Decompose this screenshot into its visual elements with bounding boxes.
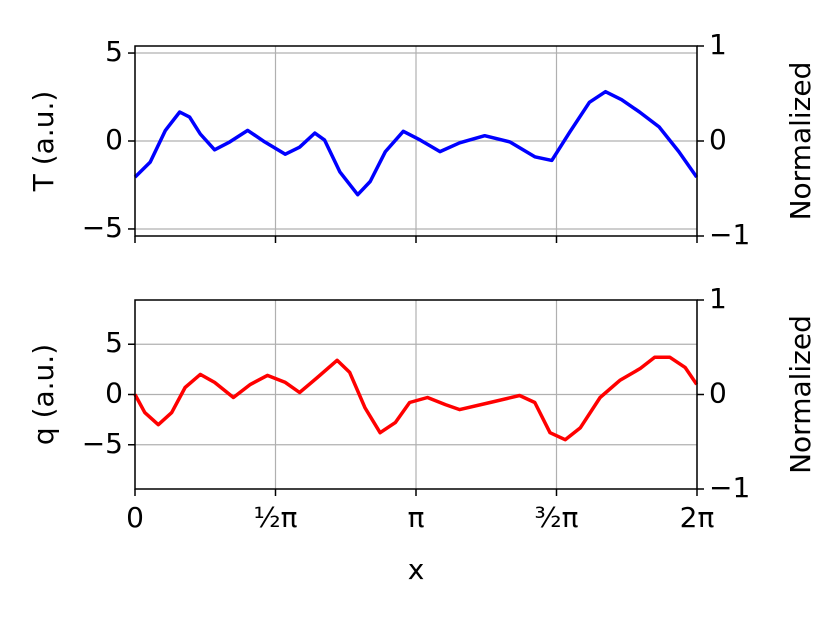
- data-line: [133, 89, 699, 197]
- data-line: [133, 355, 699, 442]
- x-tick-label: 2π: [680, 501, 715, 534]
- y-axis-label: T (a.u.): [27, 91, 60, 193]
- y-tick-label: 5: [105, 326, 123, 359]
- axes-frame: [134, 45, 698, 237]
- y-tick-label: −5: [82, 211, 123, 244]
- y2-axis-label: Normalized: [784, 315, 817, 474]
- x-tick-label: 0: [126, 501, 144, 534]
- axes-frame: [134, 299, 698, 490]
- y2-tick-label: −1: [709, 471, 750, 504]
- y2-tick-label: 1: [709, 28, 727, 61]
- y-tick-label: −5: [82, 427, 123, 460]
- y-tick-label: 0: [105, 377, 123, 410]
- x-axis-label: x: [408, 553, 425, 586]
- x-tick-label: π: [408, 501, 425, 534]
- y2-axis-label: Normalized: [784, 62, 817, 221]
- y2-tick-label: −1: [709, 218, 750, 251]
- y2-tick-label: 1: [709, 282, 727, 315]
- x-tick-label: ³⁄₂π: [535, 501, 579, 534]
- y-tick-label: 5: [105, 35, 123, 68]
- x-tick-label: ½π: [254, 501, 298, 534]
- y-tick-label: 0: [105, 123, 123, 156]
- y2-tick-label: 0: [709, 377, 727, 410]
- y2-tick-label: 0: [709, 123, 727, 156]
- y-axis-label: q (a.u.): [27, 344, 60, 445]
